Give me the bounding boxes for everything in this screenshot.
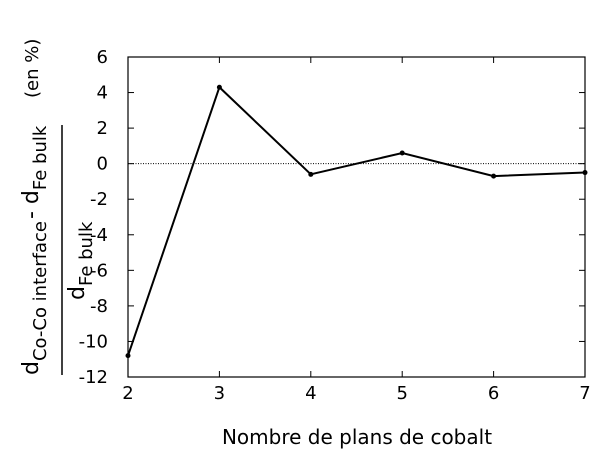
y-label-sub: Co-Co interface xyxy=(30,221,51,361)
x-tick-label: 5 xyxy=(396,383,407,404)
data-point xyxy=(125,353,131,359)
x-tick-label: 3 xyxy=(214,383,225,404)
y-label-unit: (en %) xyxy=(22,39,43,98)
data-point xyxy=(216,84,222,90)
data-point xyxy=(582,170,588,176)
y-tick-label: -2 xyxy=(90,189,108,210)
y-tick-label: 0 xyxy=(97,154,108,175)
y-label-numerator: dCo-Co interface- dFe bulk xyxy=(19,125,51,375)
y-tick-label: 2 xyxy=(97,118,108,139)
y-tick-label: -8 xyxy=(90,296,108,317)
data-point xyxy=(308,171,314,177)
y-label-sub: Fe bulk xyxy=(76,221,97,286)
y-tick-label: 4 xyxy=(97,83,108,104)
x-tick-label: 2 xyxy=(122,383,133,404)
series-line xyxy=(127,85,586,356)
x-tick-label: 4 xyxy=(305,383,316,404)
plot-frame xyxy=(127,56,586,378)
y-tick-label: -10 xyxy=(79,331,108,352)
y-tick-label: -12 xyxy=(79,367,108,388)
x-tick-label: 6 xyxy=(488,383,499,404)
data-point xyxy=(491,173,497,179)
y-label-part: d xyxy=(65,286,90,300)
y-label-denominator: dFe bulk xyxy=(65,221,97,300)
x-axis-label: Nombre de plans de cobalt xyxy=(222,425,492,449)
y-tick-label: -4 xyxy=(90,225,108,246)
x-tick-label: 7 xyxy=(579,383,590,404)
y-tick-label: 6 xyxy=(97,47,108,68)
y-axis-label: dCo-Co interface- dFe bulk (en %) dFe bu… xyxy=(19,39,97,375)
y-label-part: - d xyxy=(19,190,44,219)
y-tick-label: -6 xyxy=(90,260,108,281)
y-label-sub: Fe bulk xyxy=(30,125,51,190)
data-point xyxy=(399,150,405,156)
y-label-part: d xyxy=(19,361,44,375)
